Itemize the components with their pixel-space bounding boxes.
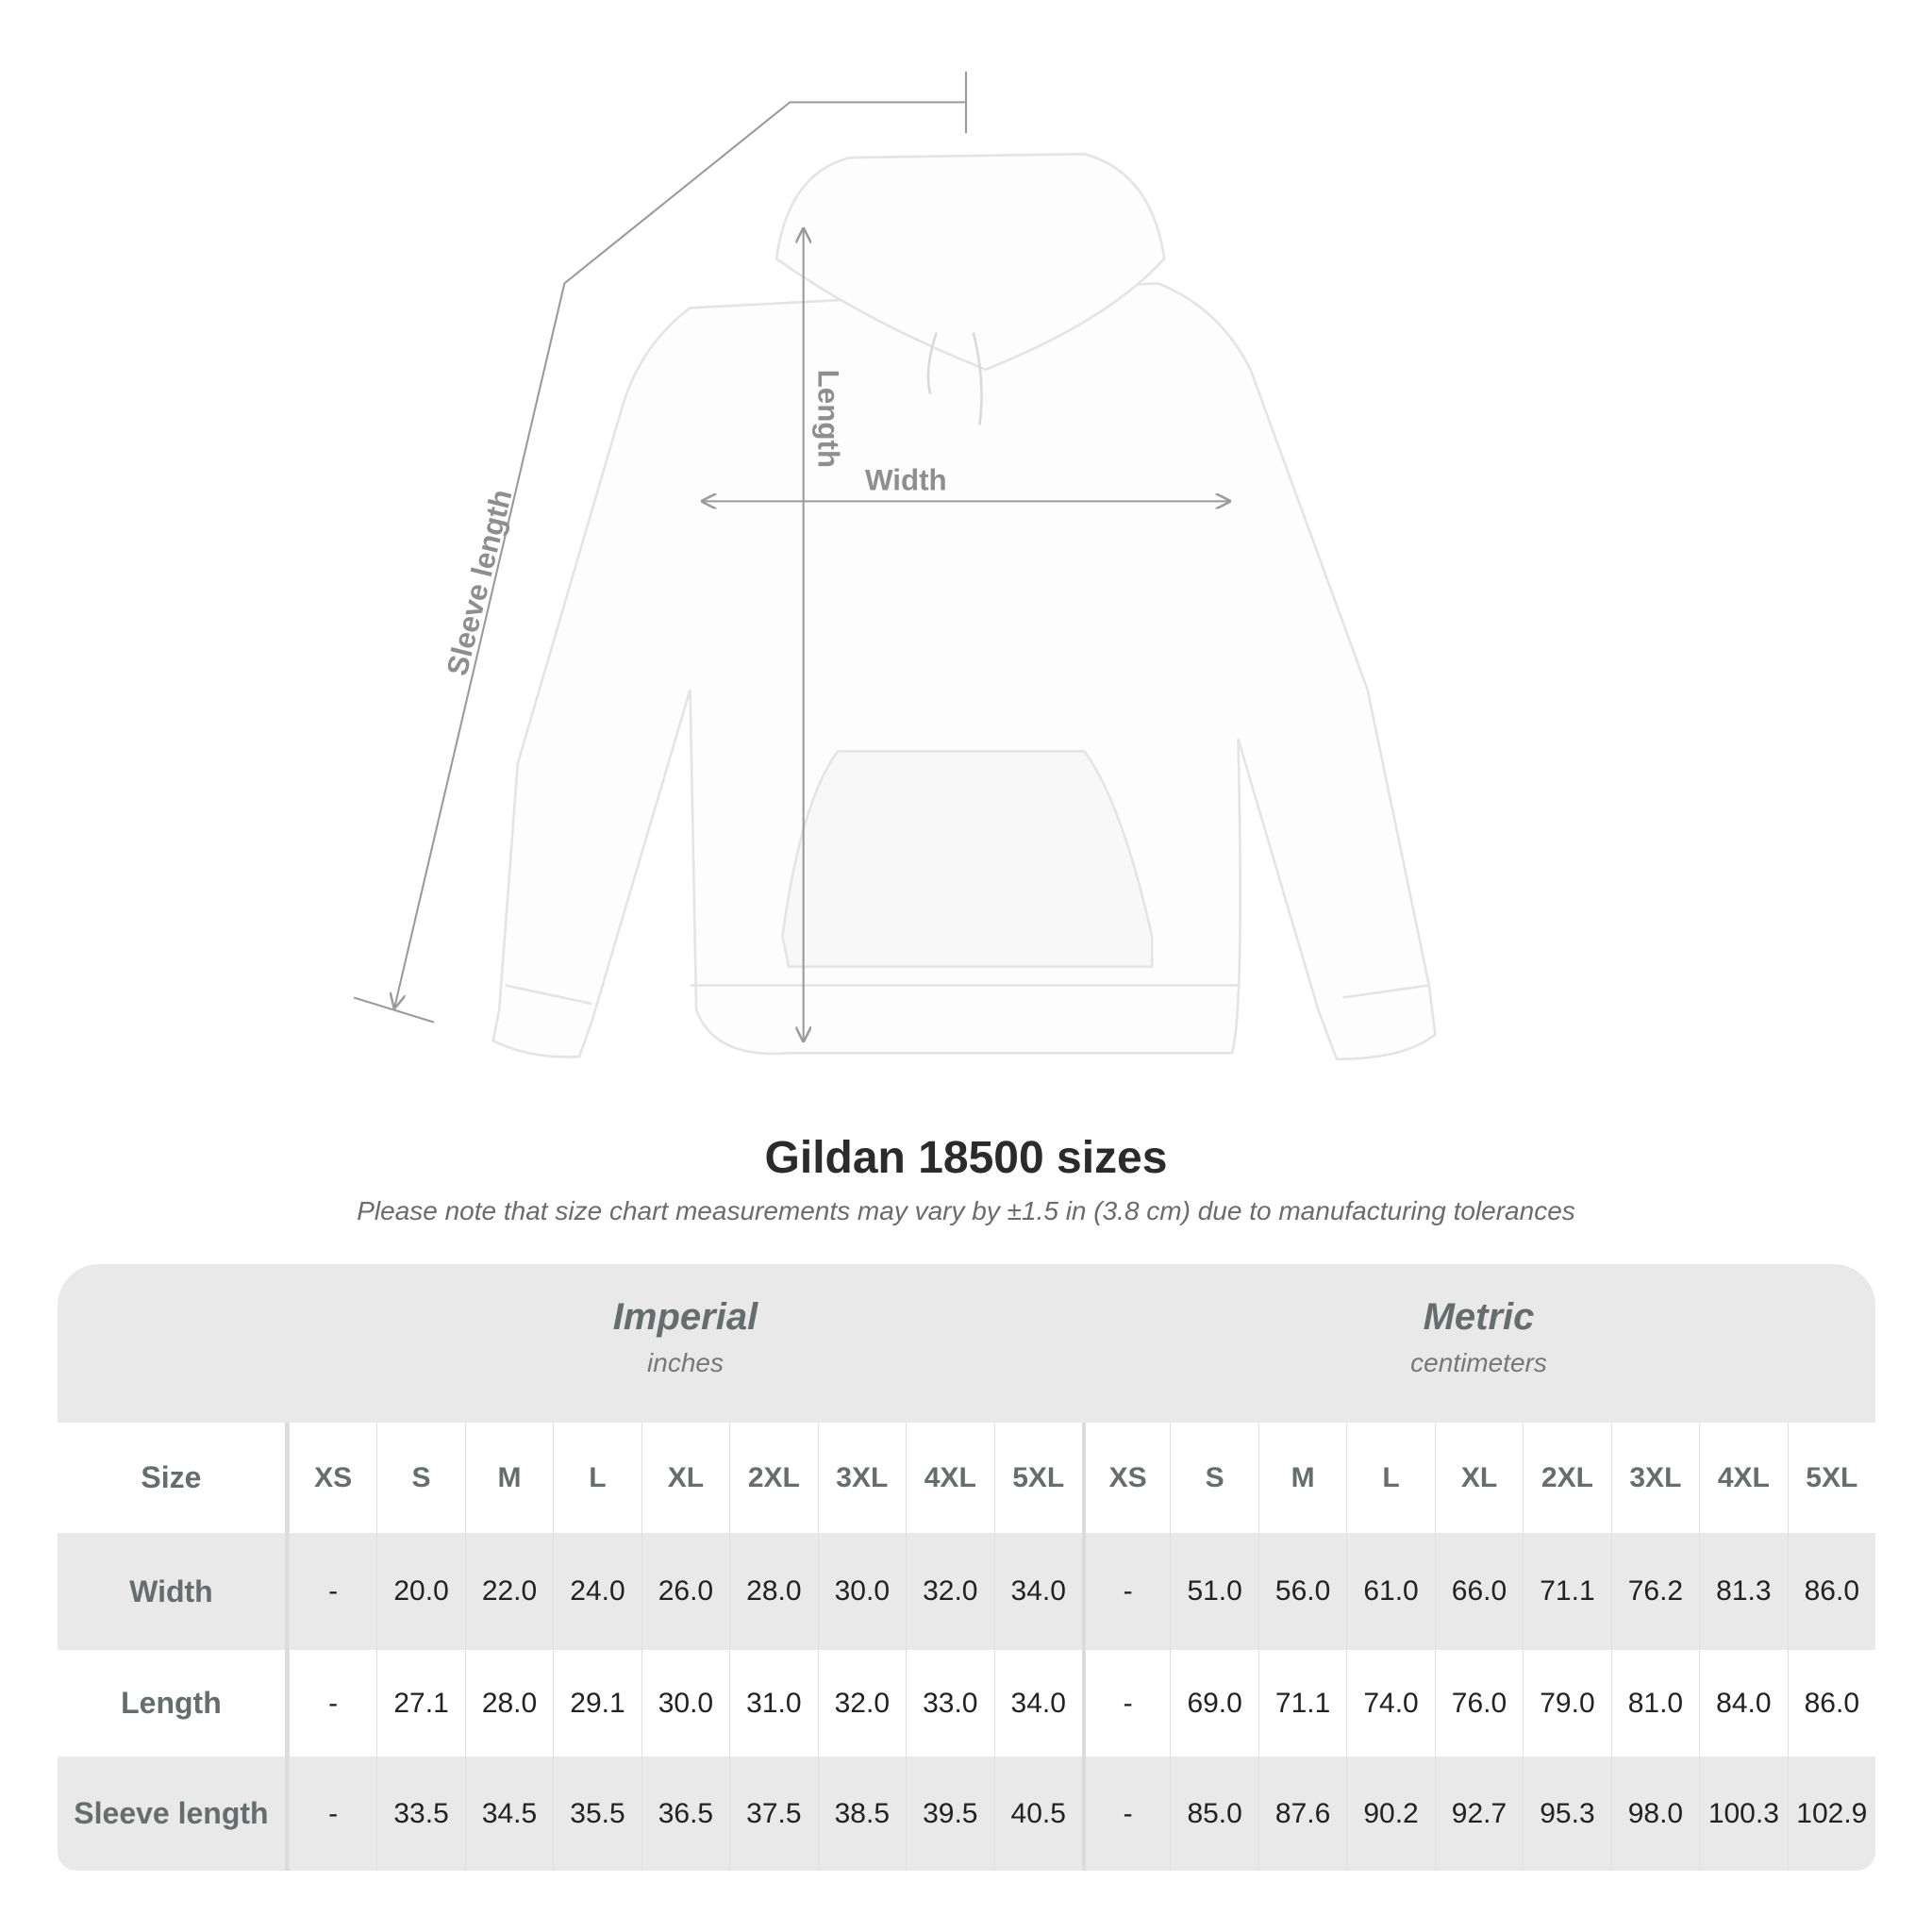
metric-value-cell: 71.1 <box>1257 1650 1346 1757</box>
imperial-title: Imperial <box>612 1296 758 1338</box>
metric-value-cell: 86.0 <box>1787 1650 1875 1757</box>
size-header-imperial: 4XL <box>906 1423 993 1533</box>
sleeve-length-line <box>394 101 966 1008</box>
metric-title: Metric <box>1423 1296 1535 1338</box>
size-header-metric: S <box>1170 1423 1257 1533</box>
imperial-value-cell: 30.0 <box>641 1650 729 1757</box>
size-header-metric: 5XL <box>1787 1423 1875 1533</box>
metric-value-cell: 76.2 <box>1610 1533 1699 1650</box>
imperial-value-cell: 38.5 <box>817 1757 906 1871</box>
imperial-value-cell: 33.0 <box>906 1650 993 1757</box>
imperial-unit: inches <box>647 1348 724 1377</box>
metric-value-cell: 102.9 <box>1787 1757 1875 1871</box>
imperial-value-cell: - <box>288 1650 376 1757</box>
metric-value-cell: 71.1 <box>1523 1533 1610 1650</box>
metric-value-cell: 90.2 <box>1346 1757 1434 1871</box>
imperial-value-cell: 36.5 <box>641 1757 729 1871</box>
metric-value-cell: 79.0 <box>1523 1650 1610 1757</box>
imperial-value-cell: 28.0 <box>464 1650 553 1757</box>
metric-value-cell: 95.3 <box>1523 1757 1610 1871</box>
size-header-metric: XL <box>1434 1423 1523 1533</box>
metric-value-cell: 85.0 <box>1170 1757 1257 1871</box>
imperial-value-cell: 40.5 <box>993 1757 1082 1871</box>
imperial-value-cell: 32.0 <box>817 1650 906 1757</box>
size-header-imperial: 2XL <box>729 1423 817 1533</box>
table-row: Length -27.1 28.0 29.1 30.0 31.0 32.0 33.0 34.0-… <box>58 1650 1875 1757</box>
imperial-value-cell: 33.5 <box>376 1757 464 1871</box>
size-header-metric: 2XL <box>1523 1423 1610 1533</box>
size-row: Size XS S M L XL 2XL 3XL 4XL 5XL XS S M L XL 2XL 3XL 4XL 5… <box>58 1423 1875 1533</box>
metric-value-cell: 84.0 <box>1699 1650 1787 1757</box>
metric-value-cell: 76.0 <box>1434 1650 1523 1757</box>
imperial-value-cell: 28.0 <box>729 1533 817 1650</box>
hoodie-image <box>491 152 1437 1061</box>
hoodie-illustration: Sleeve length Length Width <box>353 71 1437 1061</box>
metric-value-cell: 56.0 <box>1257 1533 1346 1650</box>
row-label: Length <box>58 1650 289 1757</box>
metric-value-cell: - <box>1081 1757 1170 1871</box>
size-header-imperial: XS <box>288 1423 376 1533</box>
metric-value-cell: - <box>1081 1650 1170 1757</box>
imperial-value-cell: 29.1 <box>553 1650 641 1757</box>
row-label: Width <box>58 1533 289 1650</box>
imperial-value-cell: 30.0 <box>817 1533 906 1650</box>
size-header-metric: 4XL <box>1699 1423 1787 1533</box>
metric-value-cell: 98.0 <box>1610 1757 1699 1871</box>
imperial-value-cell: 34.0 <box>993 1533 1082 1650</box>
size-header-imperial: XL <box>641 1423 729 1533</box>
imperial-value-cell: 22.0 <box>464 1533 553 1650</box>
imperial-header: Imperial inches <box>289 1264 1082 1423</box>
size-header-metric: L <box>1346 1423 1434 1533</box>
imperial-value-cell: 27.1 <box>376 1650 464 1757</box>
metric-value-cell: 51.0 <box>1170 1533 1257 1650</box>
metric-value-cell: 92.7 <box>1434 1757 1523 1871</box>
size-header-metric: 3XL <box>1610 1423 1699 1533</box>
row-label: Sleeve length <box>58 1757 289 1871</box>
imperial-value-cell: 39.5 <box>906 1757 993 1871</box>
metric-value-cell: 87.6 <box>1257 1757 1346 1871</box>
metric-unit: centimeters <box>1410 1348 1547 1377</box>
imperial-value-cell: 31.0 <box>729 1650 817 1757</box>
length-label: Length <box>811 370 844 468</box>
imperial-value-cell: 20.0 <box>376 1533 464 1650</box>
size-header-metric: XS <box>1081 1423 1170 1533</box>
metric-value-cell: 81.0 <box>1610 1650 1699 1757</box>
size-header-imperial: L <box>553 1423 641 1533</box>
size-header-imperial: 5XL <box>993 1423 1082 1533</box>
metric-value-cell: - <box>1081 1533 1170 1650</box>
metric-value-cell: 66.0 <box>1434 1533 1523 1650</box>
size-header-imperial: S <box>376 1423 464 1533</box>
size-header-label: Size <box>58 1423 289 1533</box>
metric-value-cell: 86.0 <box>1787 1533 1875 1650</box>
metric-value-cell: 69.0 <box>1170 1650 1257 1757</box>
size-table: Imperial inches Metric centimeters Size X… <box>58 1264 1875 1871</box>
sleeve-length-label: Sleeve length <box>441 486 519 678</box>
imperial-value-cell: 37.5 <box>729 1757 817 1871</box>
imperial-value-cell: 32.0 <box>906 1533 993 1650</box>
size-header-imperial: M <box>464 1423 553 1533</box>
imperial-value-cell: 35.5 <box>553 1757 641 1871</box>
tolerance-note: Please note that size chart measurements… <box>357 1196 1575 1225</box>
imperial-value-cell: - <box>288 1533 376 1650</box>
metric-value-cell: 61.0 <box>1346 1533 1434 1650</box>
imperial-value-cell: 34.5 <box>464 1757 553 1871</box>
imperial-value-cell: 24.0 <box>553 1533 641 1650</box>
imperial-value-cell: 34.0 <box>993 1650 1082 1757</box>
size-header-metric: M <box>1257 1423 1346 1533</box>
page-title: Gildan 18500 sizes <box>764 1133 1168 1183</box>
metric-value-cell: 74.0 <box>1346 1650 1434 1757</box>
width-label: Width <box>865 464 947 497</box>
imperial-value-cell: 26.0 <box>641 1533 729 1650</box>
table-row: Width -20.0 22.0 24.0 26.0 28.0 30.0 32.0 34.0-5… <box>58 1533 1875 1650</box>
metric-value-cell: 81.3 <box>1699 1533 1787 1650</box>
table-row: Sleeve length -33.5 34.5 35.5 36.5 37.5 38.5 39… <box>58 1757 1875 1871</box>
metric-header: Metric centimeters <box>1082 1264 1875 1423</box>
metric-value-cell: 100.3 <box>1699 1757 1787 1871</box>
size-header-imperial: 3XL <box>817 1423 906 1533</box>
imperial-value-cell: - <box>288 1757 376 1871</box>
